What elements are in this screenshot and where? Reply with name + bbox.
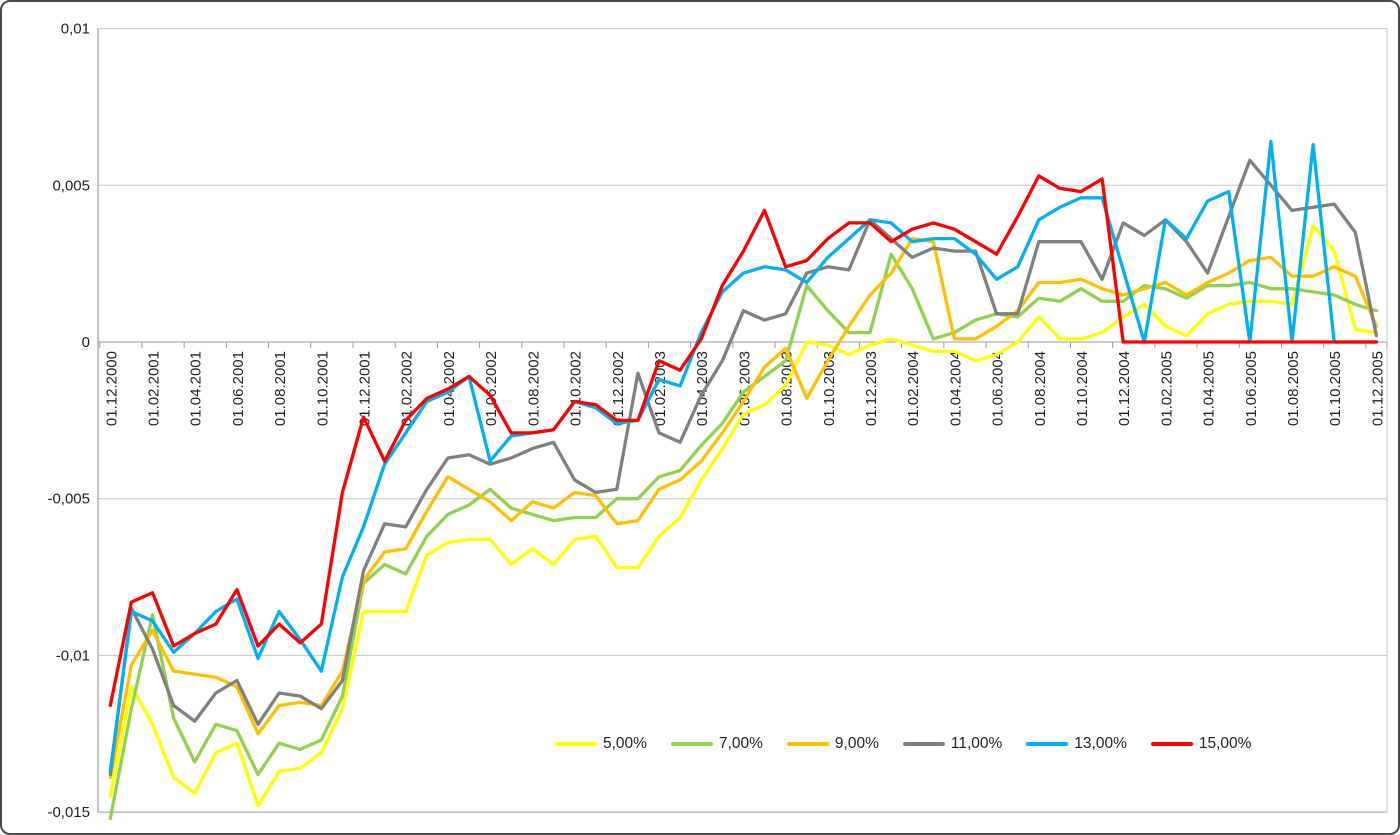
series-line-1500pct[interactable] [108, 174, 1379, 708]
series-line-500pct[interactable] [108, 224, 1379, 808]
legend-label: 9,00% [834, 735, 879, 752]
legend-item-1100pct[interactable]: 11,00% [902, 735, 1003, 753]
legend-line-swatch [902, 742, 945, 746]
x-axis-label: 01.12.2002 [610, 351, 627, 426]
x-axis-label: 01.08.2004 [1032, 351, 1049, 426]
y-axis-label: 0 [82, 334, 90, 351]
y-axis-label: 0,005 [52, 177, 90, 194]
x-axis-label: 01.12.2001 [357, 351, 374, 426]
series-line-700pct[interactable] [108, 252, 1379, 821]
legend-label: 7,00% [718, 735, 763, 752]
series-line-1300pct[interactable] [108, 139, 1379, 774]
x-axis-label: 01.04.2004 [947, 351, 964, 426]
x-axis-label: 01.08.2001 [272, 351, 289, 426]
legend-line-swatch [786, 742, 829, 746]
x-axis-label: 01.02.2004 [905, 351, 922, 426]
legend-item-500pct[interactable]: 5,00% [555, 735, 647, 753]
legend-line-swatch [555, 742, 597, 746]
x-axis-label: 01.12.2000 [103, 351, 120, 426]
x-axis-label: 01.10.2002 [568, 351, 585, 426]
x-axis-label: 01.02.2001 [146, 351, 163, 426]
x-axis-label: 01.10.2001 [314, 351, 331, 426]
x-axis-label: 01.08.2005 [1285, 351, 1302, 426]
legend-line-swatch [1026, 742, 1069, 746]
legend-line-swatch [670, 742, 713, 746]
legend-line-swatch [1150, 742, 1193, 746]
x-axis-label: 01.06.2001 [230, 351, 247, 426]
x-axis-label: 01.06.2004 [990, 351, 1007, 426]
x-axis-label: 01.02.2005 [1158, 351, 1175, 426]
x-axis-label: 01.12.2004 [1116, 351, 1133, 426]
x-axis-label: 01.10.2003 [821, 351, 838, 426]
x-axis-label: 01.02.2002 [399, 351, 416, 426]
legend-label: 13,00% [1074, 735, 1127, 752]
y-axis-label: -0,015 [47, 804, 90, 821]
x-axis-label: 01.10.2005 [1327, 351, 1344, 426]
legend-item-1300pct[interactable]: 13,00% [1026, 735, 1127, 753]
legend-item-700pct[interactable]: 7,00% [670, 735, 763, 753]
y-axis-label: -0,01 [56, 647, 90, 664]
x-axis-label: 01.08.2002 [525, 351, 542, 426]
x-axis-label: 01.12.2003 [863, 351, 880, 426]
legend-label: 11,00% [950, 735, 1003, 752]
legend: 5,00% 7,00% 9,00% 11,00% 13,00% 15,00% [555, 735, 1251, 753]
x-axis-label: 01.08.2003 [779, 351, 796, 426]
legend-item-1500pct[interactable]: 15,00% [1150, 735, 1252, 753]
legend-item-900pct[interactable]: 9,00% [786, 735, 879, 753]
y-axis-label: 0,01 [61, 21, 90, 38]
x-axis-label: 01.12.2005 [1369, 351, 1386, 426]
x-axis-label: 01.04.2003 [694, 351, 711, 426]
x-axis-label: 01.06.2002 [483, 351, 500, 426]
x-axis-label: 01.10.2004 [1074, 351, 1091, 426]
x-axis-label: 01.04.2001 [188, 351, 205, 426]
series-line-900pct[interactable] [108, 236, 1379, 780]
y-axis-label: -0,005 [47, 491, 90, 508]
x-axis-label: 01.04.2005 [1201, 351, 1218, 426]
legend-label: 5,00% [603, 735, 647, 752]
x-axis-label: 01.06.2005 [1243, 351, 1260, 426]
legend-label: 15,00% [1198, 735, 1252, 752]
